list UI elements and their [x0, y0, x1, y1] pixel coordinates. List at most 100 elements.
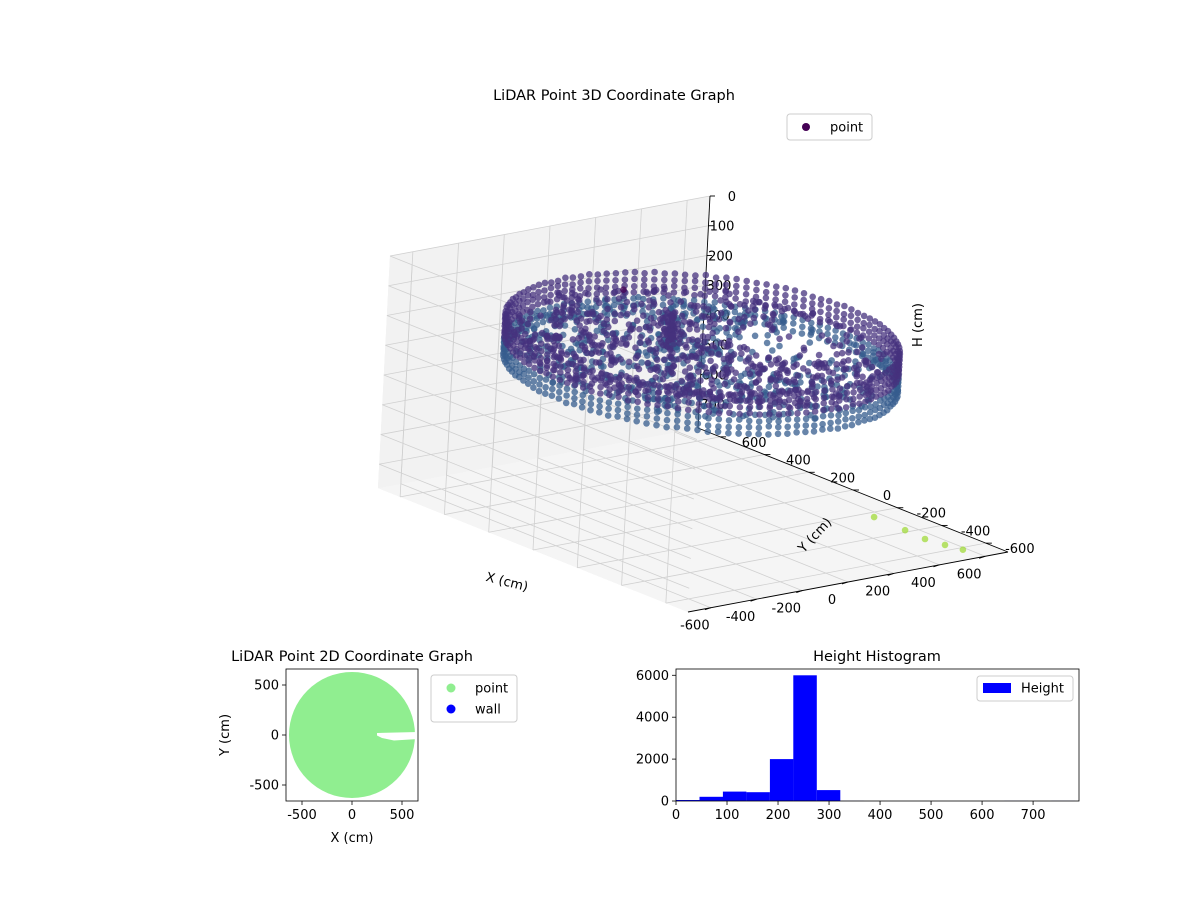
chart-3d-point: [753, 286, 760, 294]
chart-3d-point: [663, 416, 671, 424]
chart-3d-point: [755, 430, 762, 438]
chart-3d-point: [544, 298, 551, 305]
chart-3d-point: [735, 430, 742, 437]
grid-z-back: [388, 225, 709, 287]
chart-3d-point: [695, 368, 702, 375]
chart-3d-point: [690, 297, 698, 304]
chart-3d-point: [756, 403, 764, 411]
tick-label-z: 200: [708, 249, 733, 264]
chart-3d-point: [774, 360, 781, 367]
grid-z-left: [383, 374, 694, 500]
chart-3d-legend-box: [786, 113, 873, 141]
chart-3d-point: [828, 393, 836, 400]
chart-3d-point: [855, 361, 863, 369]
chart-2d-gap-region: [377, 732, 418, 741]
chart-3d-point: [665, 384, 672, 391]
chart-3d-point: [726, 358, 733, 366]
chart-3d-point: [625, 358, 633, 366]
chart-3d-point: [597, 383, 604, 391]
chart-3d-point: [717, 371, 724, 379]
chart-3d-point: [817, 308, 824, 316]
chart-3d-point: [664, 409, 671, 417]
chart-3d-point: [539, 318, 547, 326]
chart-3d-point: [634, 398, 641, 406]
chart-2d-title: LiDAR Point 2D Coordinate Graph: [231, 649, 473, 665]
chart-3d-point: [536, 374, 544, 382]
chart-3d-point: [535, 288, 542, 296]
chart-3d-point: [800, 296, 807, 304]
chart-3d-point: [728, 366, 735, 373]
chart-3d-point: [685, 399, 692, 406]
chart-3d-point: [812, 395, 819, 403]
chart-3d-point: [521, 344, 529, 352]
chart-3d-point: [806, 339, 814, 346]
chart-3d-point: [655, 322, 662, 329]
chart-2d-legend-wall-marker: [446, 704, 456, 714]
chart-3d-point: [550, 337, 557, 345]
chart-3d-point: [530, 370, 538, 378]
chart-3d-point: [866, 409, 874, 416]
chart-3d-point: [832, 334, 839, 341]
tick-label-y: 200: [830, 471, 855, 486]
chart-3d-point: [589, 310, 597, 318]
chart-3d-point: [766, 404, 773, 412]
chart-3d-point: [623, 340, 630, 347]
chart-3d-point: [537, 347, 545, 355]
chart-3d-point: [611, 341, 619, 348]
chart-3d-point: [751, 332, 759, 340]
chart-3d-point: [550, 360, 557, 368]
chart-3d-point: [873, 374, 881, 382]
chart-3d-point: [781, 359, 789, 367]
chart-3d-point: [606, 378, 614, 386]
chart-3d-point: [726, 396, 734, 403]
chart-3d-point: [541, 279, 549, 287]
chart-3d-point: [861, 404, 869, 411]
grid-y-left: [399, 264, 413, 497]
chart-3d-point: [597, 286, 604, 293]
chart-3d-point: [567, 345, 575, 353]
chart-3d-point: [817, 295, 825, 303]
chart-3d-point: [535, 387, 543, 395]
chart-3d-point: [569, 281, 576, 288]
chart-3d-point: [843, 382, 851, 390]
chart-3d-point: [872, 401, 879, 408]
chart-3d-point: [627, 325, 635, 333]
chart-3d-point: [605, 399, 613, 406]
chart-3d-point: [542, 376, 550, 383]
chart-3d-point: [624, 410, 631, 417]
chart-3d-point: [573, 317, 581, 324]
chart-3d-point: [783, 377, 790, 384]
chart-3d-point: [597, 312, 604, 320]
chart-3d-point: [624, 397, 632, 404]
chart-3d-point: [607, 349, 614, 357]
chart-3d-point: [843, 389, 851, 397]
chart-3d-point: [760, 313, 767, 320]
chart-3d-point: [579, 384, 587, 391]
chart-3d-point: [773, 283, 780, 291]
chart-3d-point: [726, 341, 734, 349]
chart-3d-point: [543, 364, 550, 372]
chart-3d-point: [726, 319, 734, 326]
histogram-legend-box: [976, 675, 1074, 702]
chart-3d-point: [859, 350, 866, 358]
chart-3d-point: [693, 326, 701, 333]
chart-3d-point: [580, 372, 588, 379]
chart-3d-point: [563, 385, 571, 393]
chart-3d-point: [850, 341, 858, 348]
chart-3d-point: [654, 389, 662, 397]
chart-3d-point: [781, 298, 789, 306]
chart-3d-point: [882, 358, 889, 365]
chart-3d-point: [653, 408, 661, 416]
chart-3d-point: [598, 370, 605, 378]
chart-3d-point: [845, 357, 852, 364]
chart-3d-point: [794, 372, 802, 379]
chart-3d-point: [856, 393, 863, 400]
chart-3d-point: [647, 315, 655, 322]
chart-3d-point: [740, 343, 748, 351]
chart-3d-point: [791, 287, 799, 294]
chart-3d-point: [692, 272, 699, 279]
chart-3d-point: [768, 326, 776, 334]
chart-3d-point: [768, 316, 776, 324]
chart-3d-point: [716, 403, 723, 410]
chart-3d-point: [853, 373, 860, 380]
